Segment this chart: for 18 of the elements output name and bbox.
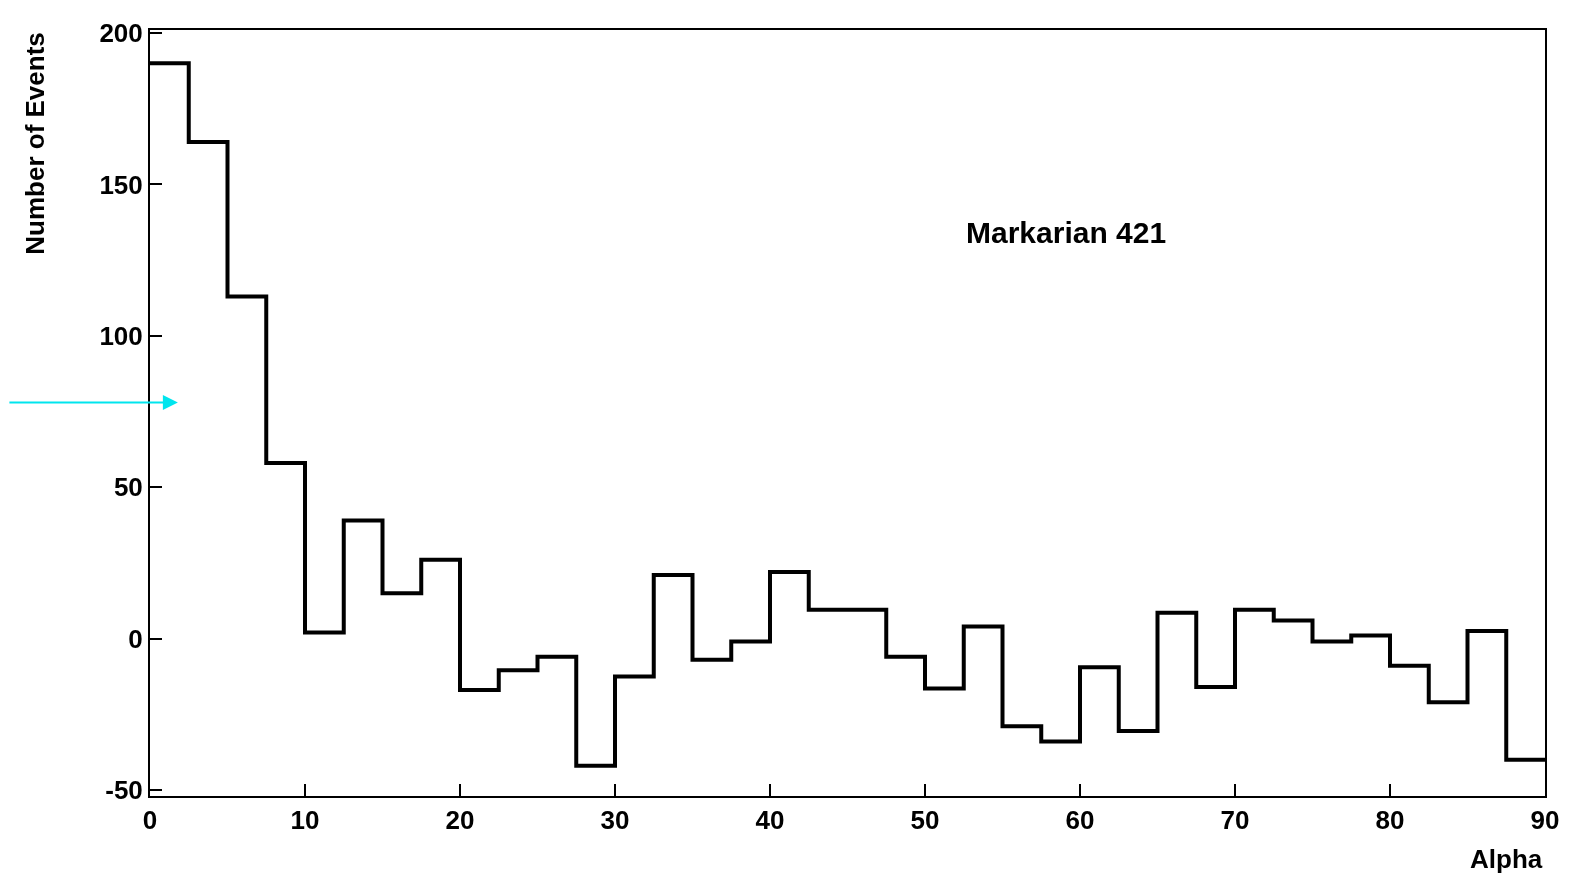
x-tick-label: 10 xyxy=(290,805,320,836)
x-tick-label: 60 xyxy=(1065,805,1095,836)
y-tick-label: 150 xyxy=(99,169,143,200)
y-tick-label: 50 xyxy=(113,472,143,503)
x-tick-label: 80 xyxy=(1375,805,1405,836)
x-axis-title: Alpha xyxy=(1470,844,1543,874)
x-tick-label: 90 xyxy=(1530,805,1560,836)
x-tick-label: 50 xyxy=(910,805,940,836)
y-tick-label: 100 xyxy=(99,320,143,351)
y-tick-label: 200 xyxy=(99,18,143,49)
annotation: Markarian 421 xyxy=(966,216,1167,249)
y-tick-label: 0 xyxy=(128,623,143,654)
x-tick-label: 20 xyxy=(445,805,475,836)
y-axis-title: Number of Events xyxy=(19,32,50,255)
x-tick-label: 70 xyxy=(1220,805,1250,836)
x-tick-label: 40 xyxy=(755,805,785,836)
y-tick-label: -50 xyxy=(105,775,143,806)
x-tick-label: 30 xyxy=(600,805,630,836)
